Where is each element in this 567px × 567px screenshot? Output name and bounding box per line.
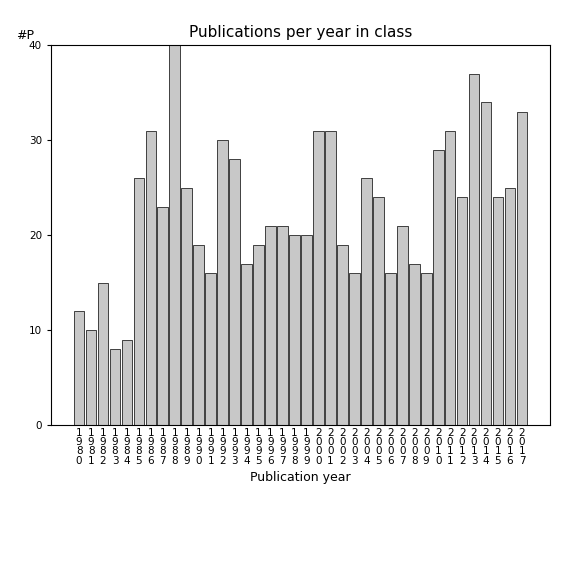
Bar — [337, 245, 348, 425]
Bar — [242, 264, 252, 425]
Bar — [229, 159, 240, 425]
Bar — [265, 226, 276, 425]
Bar — [109, 349, 120, 425]
Bar — [121, 340, 132, 425]
Bar — [313, 131, 324, 425]
Bar — [409, 264, 420, 425]
Bar — [217, 141, 228, 425]
Bar — [134, 179, 145, 425]
Bar — [493, 197, 503, 425]
Bar — [433, 150, 443, 425]
Title: Publications per year in class: Publications per year in class — [189, 25, 412, 40]
Bar — [517, 112, 527, 425]
Text: #P: #P — [16, 28, 34, 41]
Bar — [481, 103, 492, 425]
Bar — [193, 245, 204, 425]
Bar — [253, 245, 264, 425]
Bar — [505, 188, 515, 425]
Bar — [469, 74, 480, 425]
Bar — [349, 273, 359, 425]
Bar — [289, 235, 300, 425]
Bar — [98, 283, 108, 425]
Bar — [181, 188, 192, 425]
Bar — [170, 45, 180, 425]
Bar — [456, 197, 467, 425]
Bar — [158, 207, 168, 425]
Bar — [361, 179, 372, 425]
Bar — [74, 311, 84, 425]
Bar — [277, 226, 288, 425]
Bar — [86, 330, 96, 425]
Bar — [445, 131, 455, 425]
Bar — [205, 273, 216, 425]
X-axis label: Publication year: Publication year — [250, 471, 351, 484]
Bar — [385, 273, 396, 425]
Bar — [146, 131, 156, 425]
Bar — [397, 226, 408, 425]
Bar — [301, 235, 312, 425]
Bar — [421, 273, 431, 425]
Bar — [325, 131, 336, 425]
Bar — [373, 197, 384, 425]
